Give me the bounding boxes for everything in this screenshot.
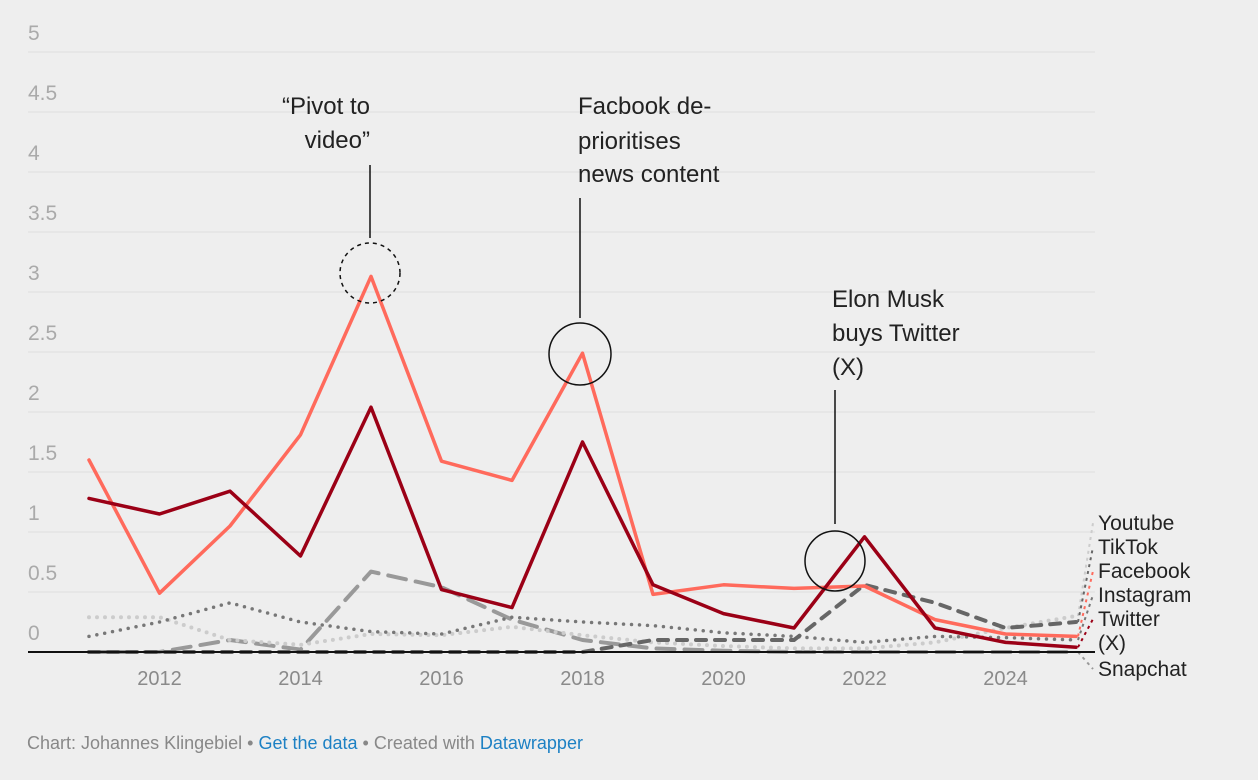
gridlines (28, 51, 1095, 593)
y-tick-label: 0.5 (28, 562, 57, 585)
x-tick-label: 2022 (842, 668, 887, 690)
separator: • (242, 733, 259, 753)
label-instagram: Instagram (1098, 584, 1191, 607)
chart-credit: Chart: Johannes Klingebiel (27, 733, 243, 753)
get-data-link[interactable]: Get the data (258, 733, 358, 753)
y-tick-label: 3.5 (28, 202, 57, 225)
label-youtube: Youtube (1098, 512, 1174, 535)
label-twitter: Twitter (X) (1098, 608, 1166, 655)
y-tick-label: 2.5 (28, 322, 57, 345)
separator: • Created with (357, 733, 480, 753)
series-end-labels: Youtube TikTok Facebook Instagram Twitte… (1098, 512, 1191, 681)
series-line-youtube (87, 614, 1078, 651)
annotation-text: prioritises (578, 128, 681, 155)
label-connector (1077, 618, 1094, 648)
annotation-circle (804, 530, 866, 592)
y-tick-label: 1.5 (28, 442, 57, 465)
x-tick-label: 2016 (419, 668, 464, 690)
y-tick-label: 1 (28, 502, 40, 525)
annotation-facebook-deprioritises: Facbook de- prioritises news content (548, 93, 720, 386)
annotation-pivot-to-video: “Pivot to video” (282, 93, 401, 304)
line-chart: 00.511.522.533.544.55 2012 2014 2016 2018 20… (28, 22, 1191, 690)
annotation-text: news content (578, 161, 720, 188)
annotation-text: (X) (832, 354, 864, 381)
x-axis-ticks: 2012 2014 2016 2018 2020 2022 2024 (137, 668, 1028, 690)
annotation-elon-musk: Elon Musk buys Twitter (X) (804, 286, 960, 592)
annotation-circle (548, 322, 612, 386)
x-tick-label: 2024 (983, 668, 1028, 690)
annotation-text: Elon Musk (832, 286, 945, 313)
series-line-instagram (87, 601, 1078, 645)
y-tick-label: 3 (28, 262, 40, 285)
x-tick-label: 2018 (560, 668, 605, 690)
x-tick-label: 2014 (278, 668, 323, 690)
x-tick-label: 2012 (137, 668, 182, 690)
annotation-text: buys Twitter (832, 320, 960, 347)
annotation-text: “Pivot to (282, 93, 370, 120)
annotation-text: video” (305, 127, 370, 154)
series-line-twitter-x (87, 405, 1078, 649)
series-line-facebook (87, 274, 1078, 639)
y-axis-ticks: 0 0.5 1 1.5 2 2.5 3 3.5 4 4.5 5 (28, 22, 57, 645)
label-connector (1077, 651, 1094, 670)
y-tick-label: 2 (28, 382, 40, 405)
y-tick-label: 5 (28, 22, 40, 45)
label-facebook: Facebook (1098, 560, 1191, 583)
label-twitter-line1: Twitter (1098, 608, 1160, 631)
label-connector (1077, 570, 1094, 637)
label-connector (1077, 594, 1094, 641)
annotation-circle (339, 242, 401, 304)
x-tick-label: 2020 (701, 668, 746, 690)
datawrapper-link[interactable]: Datawrapper (479, 733, 583, 753)
label-twitter-line2: (X) (1098, 632, 1126, 655)
annotation-text: Facbook de- (578, 93, 711, 120)
label-connector (1077, 546, 1094, 623)
y-tick-label: 4 (28, 142, 40, 165)
label-snapchat: Snapchat (1098, 658, 1187, 681)
label-connector (1077, 522, 1094, 617)
y-tick-label: 0 (28, 622, 40, 645)
label-tiktok: TikTok (1098, 536, 1158, 559)
y-tick-label: 4.5 (28, 82, 57, 105)
footer: Chart: Johannes Klingebiel • Get the dat… (27, 733, 583, 754)
